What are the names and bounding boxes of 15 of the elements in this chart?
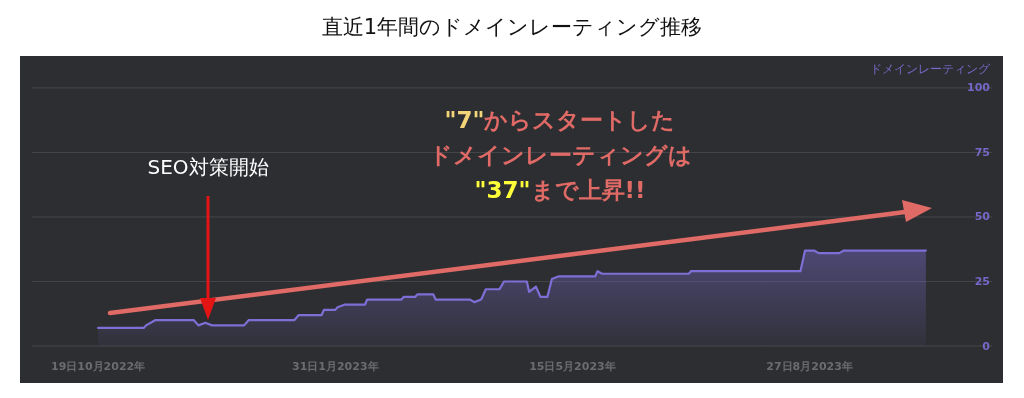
y-tick-label: 50	[974, 210, 991, 224]
y-tick-label: 0	[982, 339, 991, 353]
annotation: "7"からスタートした	[444, 107, 676, 133]
y-tick-label: 100	[967, 81, 991, 95]
x-tick-label: 27日8月2023年	[766, 360, 853, 373]
annotation: ドメインレーティングは	[428, 142, 692, 168]
x-tick-label: 19日10月2022年	[51, 360, 146, 373]
y-axis-title: ドメインレーティング	[870, 62, 991, 76]
x-tick-label: 31日1月2023年	[291, 360, 379, 373]
y-tick-label: 75	[974, 145, 990, 159]
annotation: "37"まで上昇!!	[474, 177, 646, 203]
chart-title: 直近1年間のドメインレーティング推移	[321, 15, 703, 39]
x-tick-label: 15日5月2023年	[529, 360, 616, 373]
annotation: SEO対策開始	[147, 155, 269, 179]
y-tick-label: 25	[974, 274, 990, 288]
